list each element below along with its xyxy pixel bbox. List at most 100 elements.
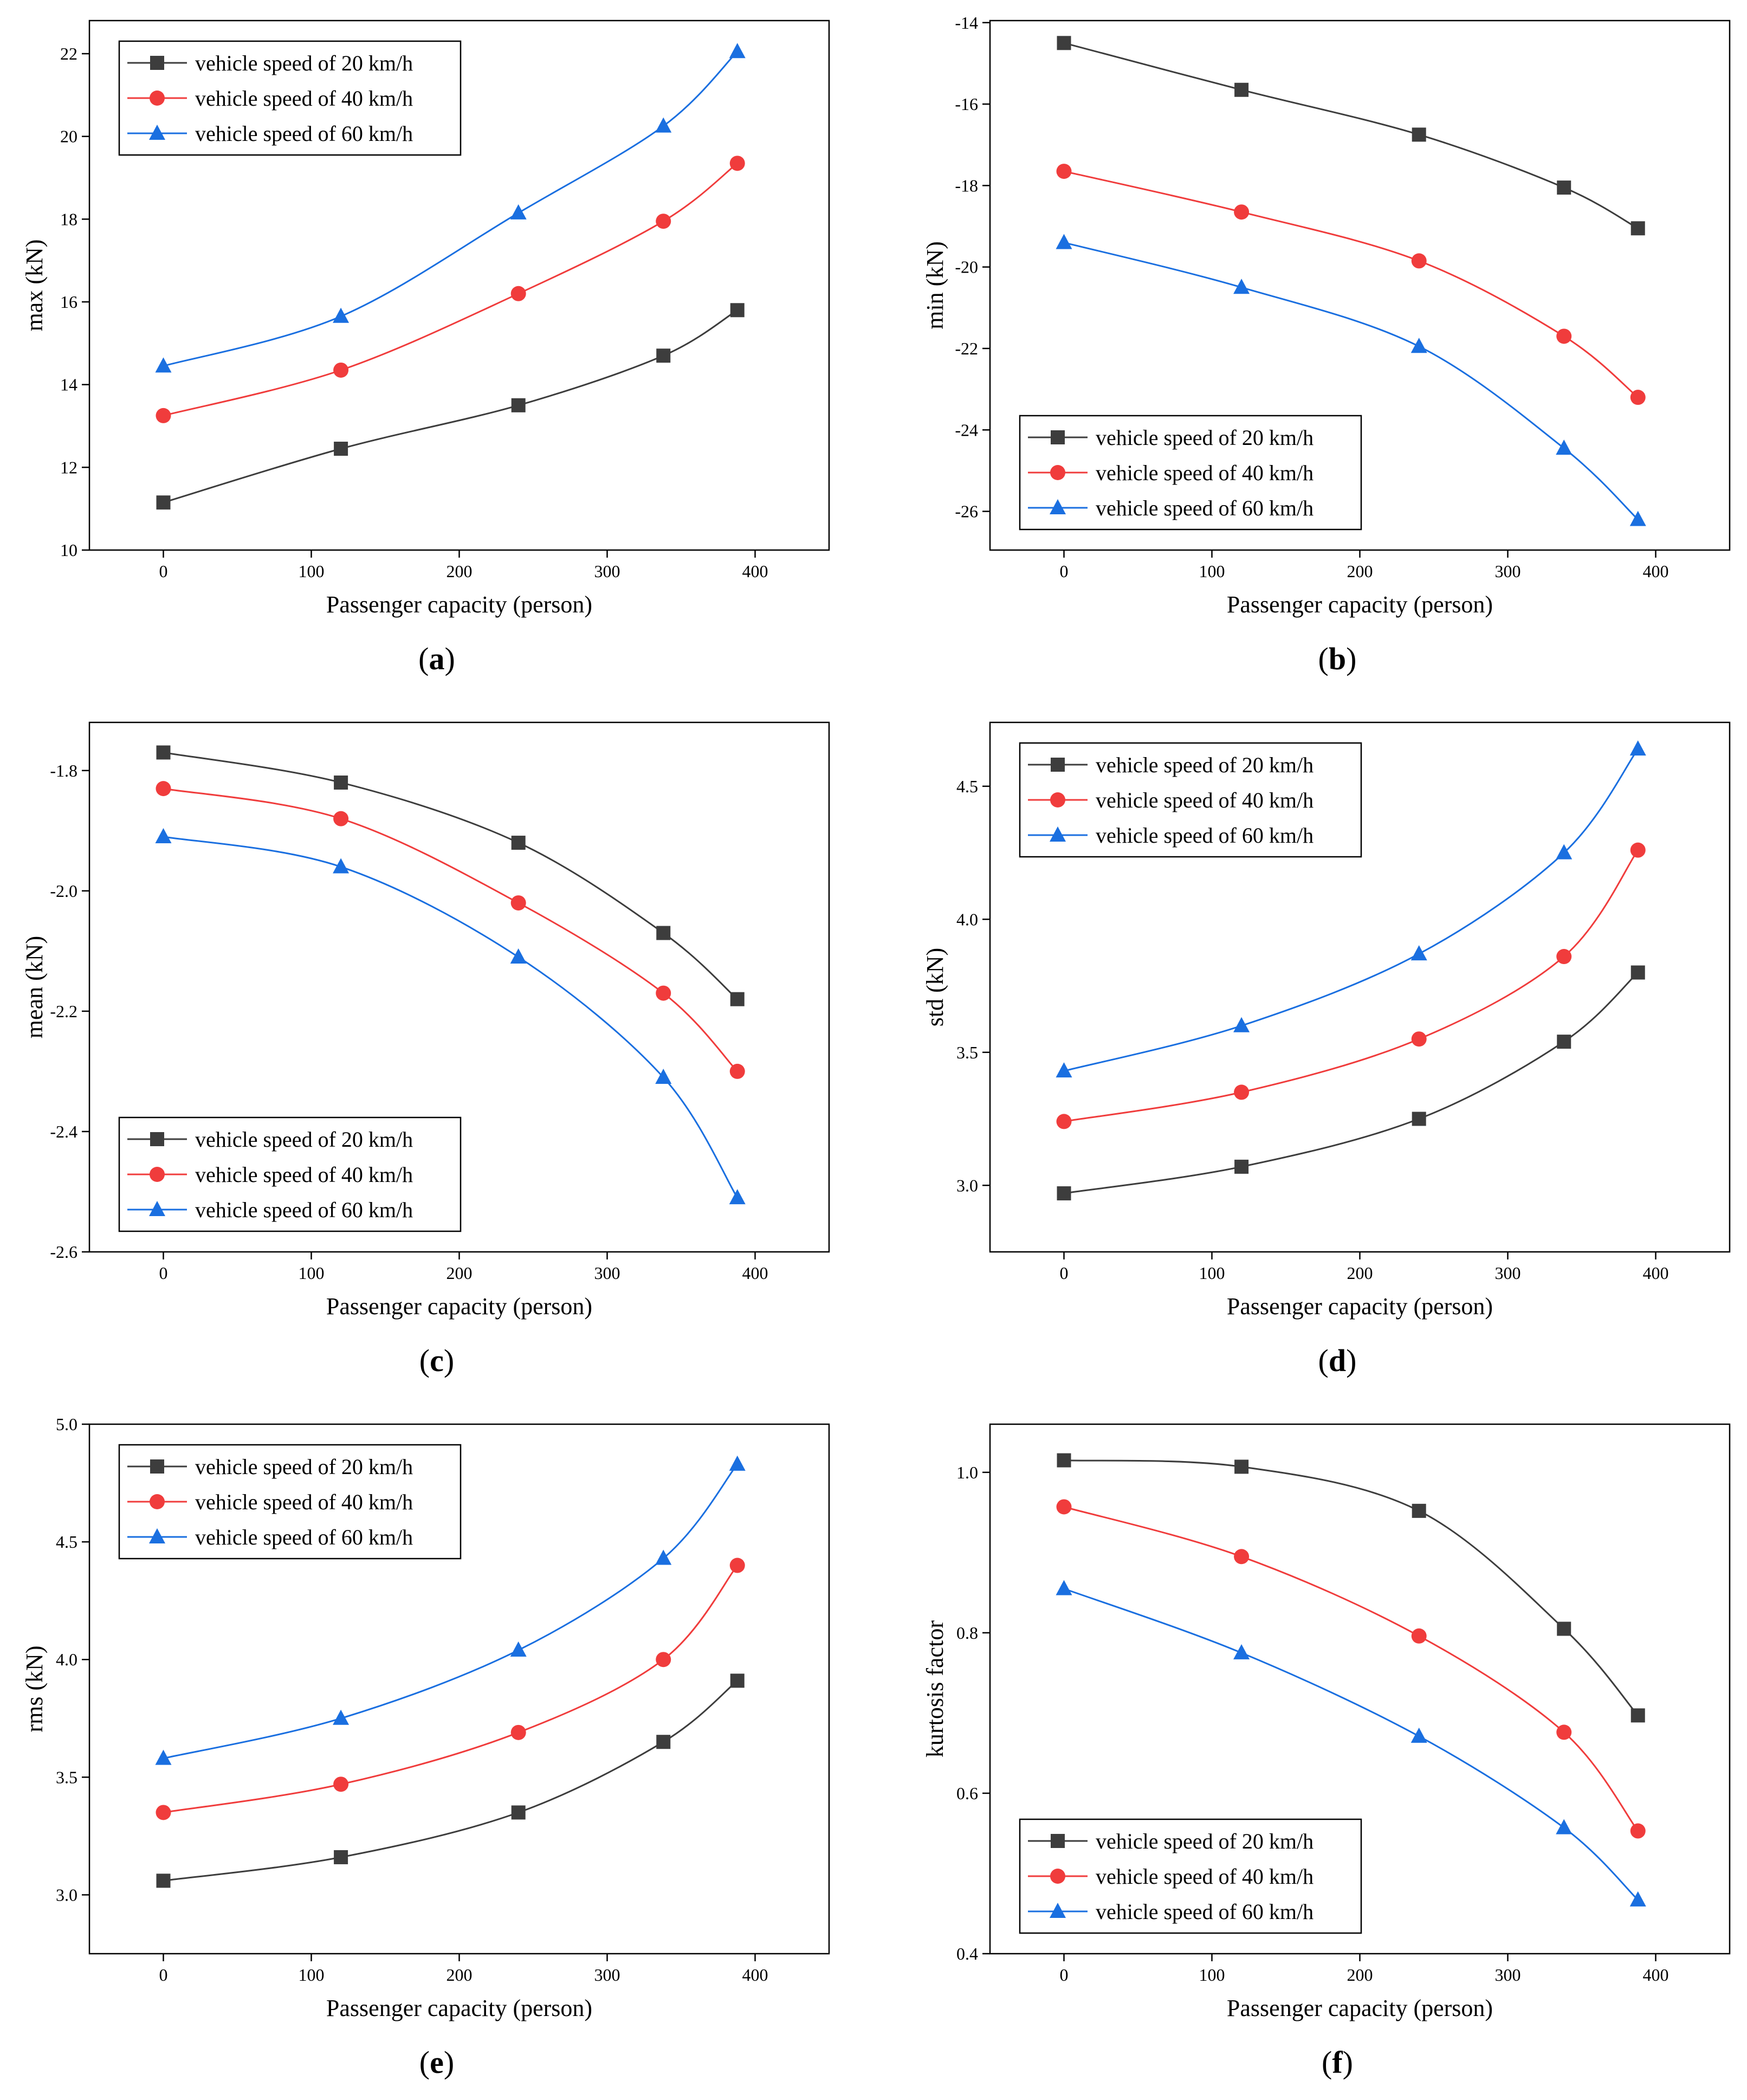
x-tick-label: 400 — [742, 1263, 768, 1283]
data-point — [1056, 164, 1072, 179]
data-point — [1630, 1823, 1646, 1839]
data-point — [510, 895, 526, 911]
y-tick-label: -22 — [955, 339, 978, 358]
y-tick-label: 4.5 — [956, 777, 978, 796]
x-tick-label: 0 — [1060, 1965, 1069, 1985]
series-line-3 — [163, 51, 738, 367]
series-line-2 — [1064, 170, 1639, 398]
data-point — [1556, 1819, 1573, 1834]
data-point — [1557, 1621, 1571, 1636]
legend-label: vehicle speed of 20 km/h — [195, 51, 413, 75]
data-point — [729, 43, 746, 59]
y-tick-label: 3.0 — [956, 1175, 978, 1195]
caption-d: (d) — [1318, 1343, 1357, 1378]
data-point — [511, 398, 526, 412]
chart-c: 0 100 200 300 400 -2.6 -2.4 -2.2 -2.0 -1.8 Passeng… — [21, 721, 830, 1320]
x-tick-label: 200 — [447, 1263, 473, 1283]
y-tick-label: -16 — [955, 94, 978, 114]
legend: vehicle speed of 20 km/h vehicle speed of… — [118, 1444, 462, 1560]
data-point — [1557, 180, 1571, 195]
series-line-1 — [1064, 42, 1639, 229]
legend-label: vehicle speed of 60 km/h — [195, 1525, 413, 1549]
data-point — [1056, 1580, 1072, 1595]
x-tick-label: 0 — [159, 1965, 168, 1985]
data-point — [656, 348, 671, 363]
x-tick-label: 400 — [742, 561, 768, 581]
x-tick-label: 100 — [299, 1965, 325, 1985]
y-tick-label: 14 — [60, 375, 77, 395]
panel-a: 0 100 200 300 400 10 12 14 16 18 20 22 Passenger cap… — [0, 0, 874, 696]
data-point — [511, 1805, 526, 1820]
data-point — [656, 926, 671, 940]
legend-marker — [1050, 465, 1065, 480]
x-tick-label: 200 — [447, 1965, 473, 1985]
legend-marker — [150, 1494, 165, 1509]
legend-label: vehicle speed of 40 km/h — [1096, 1864, 1314, 1889]
y-axis-label: max (kN) — [21, 240, 48, 332]
series-line-3 — [1063, 1588, 1639, 1901]
data-point — [510, 948, 527, 964]
x-tick-label: 0 — [159, 561, 168, 581]
data-point — [156, 1805, 171, 1820]
series-line-2 — [163, 787, 738, 1072]
data-point — [1630, 1708, 1645, 1723]
x-tick-label: 300 — [1495, 561, 1521, 581]
x-tick-label: 100 — [1199, 561, 1225, 581]
data-point — [156, 495, 171, 510]
series-line-1 — [163, 752, 738, 1000]
data-point — [1234, 1159, 1249, 1174]
x-tick-label: 200 — [1347, 1263, 1373, 1283]
data-point — [1630, 390, 1646, 405]
data-point — [334, 776, 348, 790]
data-point — [1234, 1459, 1249, 1474]
data-point — [1410, 945, 1427, 961]
data-point — [1233, 279, 1250, 294]
data-point — [1629, 511, 1646, 526]
legend-label: vehicle speed of 40 km/h — [195, 86, 413, 111]
x-tick-label: 0 — [159, 1263, 168, 1283]
data-point — [333, 811, 349, 826]
x-axis-label: Passenger capacity (person) — [326, 1995, 592, 2021]
legend-label: vehicle speed of 20 km/h — [1096, 1829, 1314, 1853]
y-tick-label: -2.0 — [50, 881, 77, 901]
legend-label: vehicle speed of 40 km/h — [1096, 788, 1314, 812]
data-point — [1630, 965, 1645, 980]
y-tick-label: 5.0 — [56, 1414, 77, 1434]
caption-e: (e) — [419, 2045, 455, 2080]
y-tick-label: 3.5 — [56, 1767, 77, 1787]
data-point — [1411, 1031, 1427, 1047]
data-point — [510, 1641, 527, 1657]
data-point — [155, 357, 172, 373]
legend-label: vehicle speed of 60 km/h — [1096, 823, 1314, 848]
legend: vehicle speed of 20 km/h vehicle speed of… — [1019, 742, 1362, 858]
legend: vehicle speed of 20 km/h vehicle speed of… — [1019, 1818, 1362, 1934]
legend-marker — [149, 1201, 165, 1216]
x-tick-label: 400 — [742, 1965, 768, 1985]
data-point — [333, 1709, 350, 1725]
panel-e: 0 100 200 300 400 3.0 3.5 4.0 4.5 5.0 Passenger ca… — [0, 1404, 874, 2100]
panel-f: 0 100 200 300 400 0.4 0.6 0.8 1.0 Passenger capac… — [901, 1404, 1747, 2100]
data-point — [156, 781, 171, 797]
data-point — [655, 1069, 672, 1084]
legend-marker — [1050, 826, 1066, 842]
y-tick-label: 20 — [60, 127, 77, 146]
legend-marker — [1050, 1869, 1065, 1884]
data-point — [1629, 740, 1646, 756]
data-point — [1630, 842, 1646, 858]
data-point — [729, 1455, 746, 1471]
x-tick-label: 300 — [1495, 1263, 1521, 1283]
data-point — [1057, 1453, 1071, 1468]
y-tick-label: 4.5 — [56, 1532, 77, 1552]
y-tick-label: 0.4 — [956, 1944, 978, 1963]
legend-label: vehicle speed of 60 km/h — [195, 1198, 413, 1222]
legend-label: vehicle speed of 20 km/h — [1096, 753, 1314, 777]
y-axis-label: min (kN) — [922, 241, 948, 329]
data-point — [1412, 127, 1426, 142]
legend-marker — [150, 91, 165, 106]
x-tick-label: 400 — [1643, 1263, 1669, 1283]
y-axis-label: kurtosis factor — [922, 1620, 948, 1757]
data-point — [1410, 338, 1427, 353]
x-axis-label: Passenger capacity (person) — [1227, 1995, 1493, 2021]
y-tick-label: -26 — [955, 502, 978, 521]
